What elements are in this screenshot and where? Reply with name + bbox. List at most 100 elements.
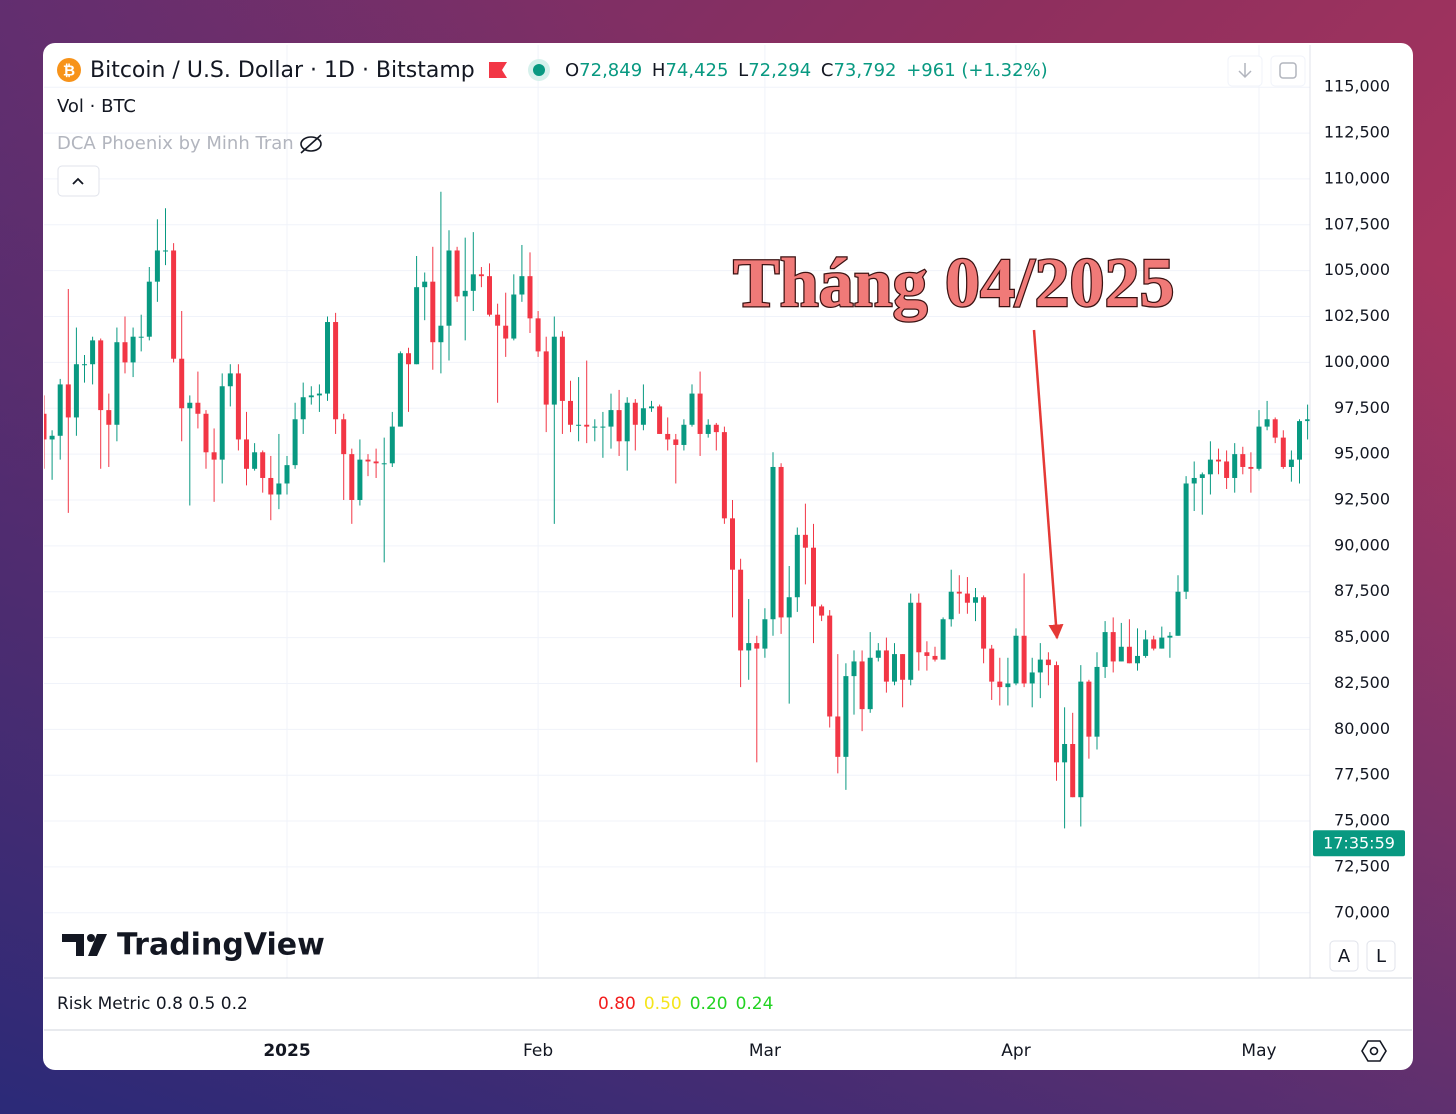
y-tick-label: 100,000 [1324,352,1390,371]
candle-body [163,250,168,252]
candle-body [964,593,970,603]
candle-body [106,410,112,425]
candle-body [608,410,614,427]
candle-body [584,424,590,427]
candle-body [349,454,355,500]
candle-body [900,654,906,680]
countdown: 17:35:59 [1323,834,1395,853]
candle-body [997,681,1003,688]
candle-body [1135,655,1140,664]
candle-body [90,340,96,365]
download-icon [1238,63,1252,79]
candle-body [989,648,995,682]
log-button[interactable] [1366,940,1396,972]
candle-body [1207,459,1213,475]
risk-value: 0.80 [598,994,636,1014]
candle-body [227,373,233,387]
candle-body [762,619,768,649]
candle-body [746,643,752,651]
candle-body [1013,635,1019,684]
fullscreen-button[interactable] [1270,55,1306,87]
settings-icon[interactable] [1361,1040,1387,1062]
candle-body [713,424,719,433]
candle-body [568,400,573,425]
candle-body [438,325,444,343]
candle-body [397,353,403,427]
y-tick-label: 72,500 [1334,856,1390,875]
candle-body [956,591,962,594]
candle-body [406,353,411,365]
auto-button[interactable] [1329,940,1359,972]
candle-body [252,452,258,469]
candle-body [640,408,646,425]
tv-logo [62,934,107,956]
candle-body [819,606,825,616]
y-tick-label: 97,500 [1334,398,1390,417]
risk-value: 0.24 [736,994,774,1014]
candle-body [730,518,735,570]
candle-body [260,452,266,478]
candle-body [195,402,201,414]
candle-body [649,406,654,409]
candle-body [778,466,784,618]
collapse-button[interactable] [57,165,100,197]
candle-body [1240,454,1246,467]
candle-body [600,426,606,428]
volume-label: Vol · BTC [57,96,136,117]
ohlc-key: O [565,60,579,81]
axes: 70,000 72,500 75,000 77,500 80,000 82,500 85,0… [263,77,1405,1061]
candle-body [559,336,565,401]
candle-body [835,716,841,757]
candle-body [1029,672,1035,684]
candle-body [414,287,420,365]
candle-body [57,384,63,436]
candle-body [624,402,630,442]
candle-body [867,657,873,710]
symbol[interactable]: Bitcoin / U.S. Dollar · 1D · Bitstamp [90,58,475,83]
y-tick-label: 95,000 [1334,444,1390,463]
candle-body [543,351,549,405]
candle-body [454,250,460,297]
candle-body [422,281,428,288]
price-tag [1313,830,1405,857]
y-tick-label: 105,000 [1324,260,1390,279]
candle-body [325,322,330,394]
candle-body [527,276,533,319]
candle-body [786,597,792,618]
auto-label[interactable]: A [1338,946,1351,967]
candle-body [82,364,87,366]
log-label[interactable]: L [1376,946,1386,967]
y-tick-label: 87,500 [1334,581,1390,600]
status-dot [533,64,545,76]
candle-body [1118,646,1124,662]
candle-body [738,569,744,651]
candle-body [535,318,541,352]
candle-body [616,410,622,442]
flag[interactable] [489,62,507,78]
candle-body [244,439,249,469]
candle-body [851,661,857,677]
candle-body [1297,421,1302,460]
candle-body [381,463,387,465]
annotation-arrow [1032,329,1064,640]
indicator-label: DCA Phoenix by Minh Tran [57,133,294,154]
x-tick-label: Apr [1001,1041,1030,1061]
candle-body [292,419,298,466]
candle-body [179,358,185,409]
candle-body [1167,635,1173,638]
y-tick-label: 90,000 [1334,535,1390,554]
candle-body [843,676,849,757]
candle-body [219,386,225,460]
candle-body [284,465,290,484]
candle-body [65,384,71,418]
candle-body [446,250,452,326]
hidden-icon[interactable] [300,134,322,154]
candle-body [892,654,897,682]
candle-body [511,294,517,339]
y-tick-label: 75,000 [1334,811,1390,830]
candle-body [1037,659,1043,673]
candle-body [495,314,501,326]
candle-body [503,325,509,339]
x-tick-label: Feb [523,1041,553,1061]
